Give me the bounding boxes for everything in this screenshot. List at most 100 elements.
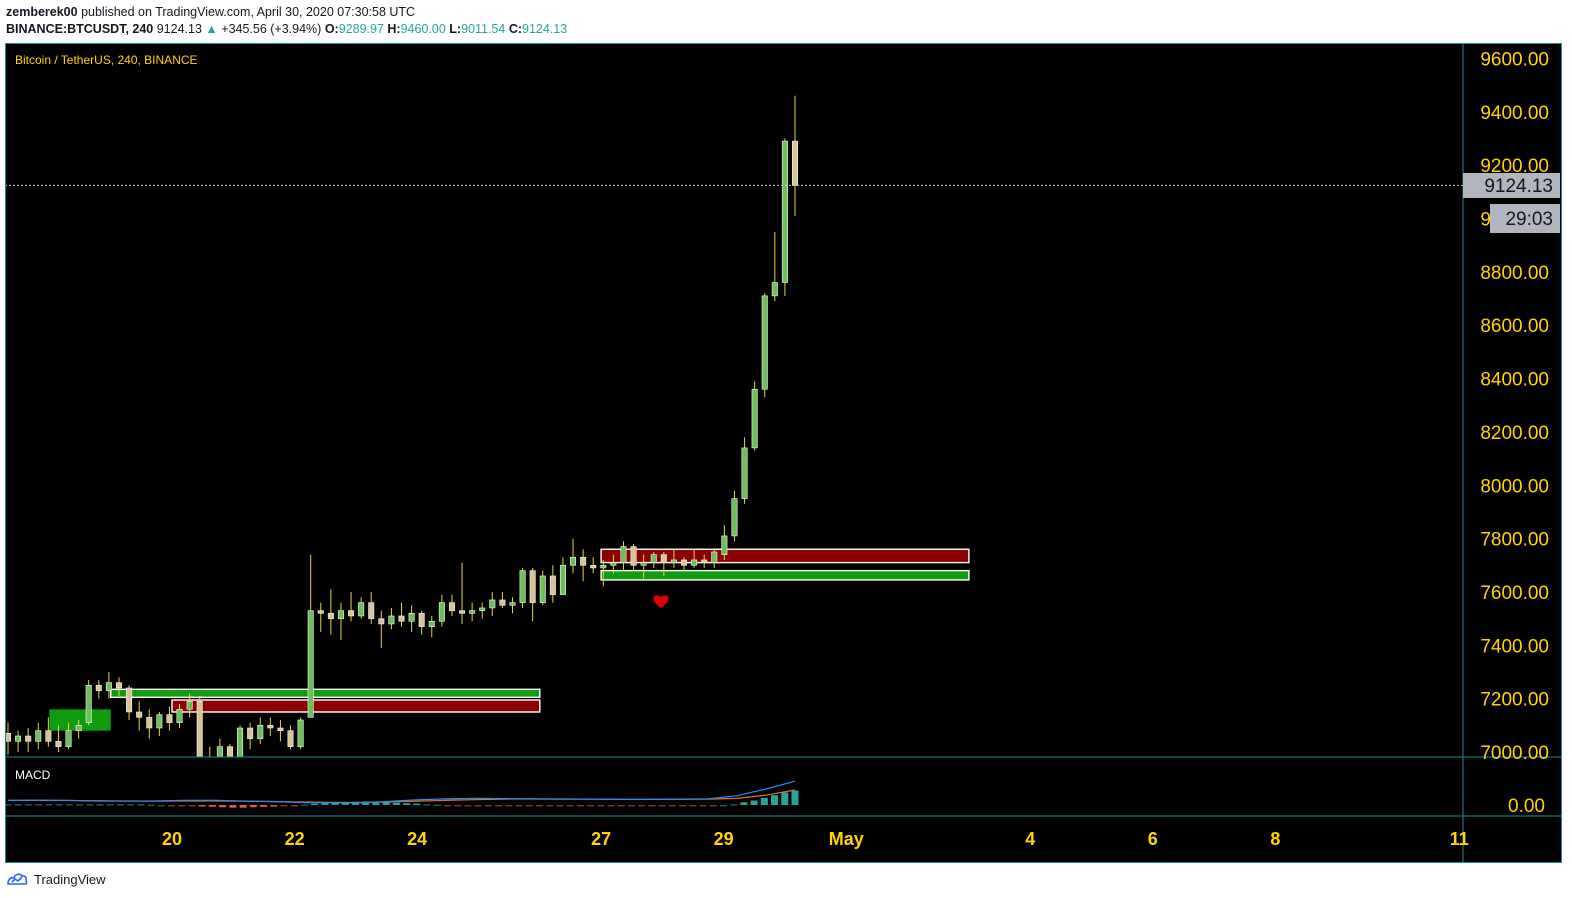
macd-histogram-bar bbox=[546, 805, 554, 807]
candle bbox=[529, 567, 536, 622]
macd-histogram-bar bbox=[24, 804, 32, 806]
candle-body bbox=[257, 725, 264, 739]
candle-body bbox=[115, 682, 122, 689]
candle bbox=[670, 549, 677, 568]
candle bbox=[408, 605, 415, 632]
candle bbox=[297, 717, 304, 750]
high-value: 9460.00 bbox=[400, 22, 446, 36]
candle bbox=[731, 490, 738, 542]
candle bbox=[761, 293, 768, 398]
macd-histogram-bar bbox=[597, 805, 605, 807]
candle-body bbox=[337, 610, 344, 619]
time-axis[interactable]: 20 22 24 27 29 May 4 6 8 11 bbox=[162, 829, 1469, 849]
candle bbox=[196, 695, 203, 757]
candle bbox=[35, 722, 42, 750]
macd-tick-label: 0.00 bbox=[1508, 796, 1545, 817]
candle bbox=[448, 594, 455, 616]
macd-histogram-bar bbox=[525, 805, 533, 807]
chart-canvas[interactable]: Bitcoin / TetherUS, 240, BINANCE MACD 70… bbox=[5, 43, 1562, 863]
candle bbox=[499, 591, 506, 608]
candle bbox=[630, 543, 637, 571]
candle bbox=[580, 549, 587, 582]
tradingview-logo-icon bbox=[7, 873, 28, 885]
candle bbox=[519, 567, 526, 608]
time-tick-label: 20 bbox=[162, 829, 182, 849]
publisher-username[interactable]: zemberek00 bbox=[6, 5, 78, 19]
candle-body bbox=[590, 564, 597, 569]
macd-histogram-bar bbox=[229, 805, 237, 808]
time-tick-label: 27 bbox=[591, 829, 611, 849]
candle bbox=[156, 711, 163, 736]
tradingview-brand[interactable]: TradingView bbox=[34, 871, 106, 887]
macd-histogram-bar bbox=[638, 805, 646, 807]
countdown-tag: 29:03 bbox=[1505, 209, 1553, 230]
candle bbox=[166, 706, 173, 731]
macd-histogram-bar bbox=[280, 805, 288, 807]
macd-histogram-bar bbox=[157, 805, 165, 807]
macd-histogram-bar bbox=[249, 805, 257, 808]
macd-histogram-bar bbox=[362, 801, 370, 805]
candle-body bbox=[327, 612, 334, 619]
candle bbox=[438, 594, 445, 627]
zone-demand-2 bbox=[109, 688, 541, 699]
candle bbox=[337, 602, 344, 640]
publish-info: zemberek00 published on TradingView.com,… bbox=[6, 4, 415, 21]
macd-histogram-bar bbox=[260, 805, 268, 807]
candle bbox=[115, 677, 122, 696]
candle-body bbox=[398, 615, 405, 622]
candle bbox=[257, 717, 264, 744]
price-tick-label: 9400.00 bbox=[1480, 103, 1549, 124]
candle bbox=[791, 95, 798, 216]
time-tick-label: 8 bbox=[1270, 829, 1280, 849]
candle-body bbox=[459, 610, 466, 614]
candle bbox=[45, 717, 52, 747]
candle-body bbox=[681, 559, 688, 566]
macd-histogram-bar bbox=[719, 805, 727, 807]
candle-body bbox=[358, 602, 365, 617]
candle-body bbox=[529, 570, 536, 603]
macd-histogram-bar bbox=[178, 805, 186, 807]
macd-histogram-bar bbox=[556, 805, 564, 807]
price-axis[interactable]: 7000.00 7200.00 7400.00 7600.00 7800.00 8000.… bbox=[1480, 49, 1549, 817]
candle-body bbox=[25, 735, 32, 742]
last-price-tag: 9124.13 bbox=[1484, 176, 1553, 197]
candle-body bbox=[287, 730, 294, 747]
candle-body bbox=[166, 714, 173, 723]
macd-histogram-bar bbox=[116, 804, 124, 806]
macd-histogram-bar bbox=[791, 790, 799, 805]
price-tick-label: 7400.00 bbox=[1480, 636, 1549, 657]
candle-body bbox=[650, 554, 657, 563]
candle bbox=[741, 437, 748, 504]
candle bbox=[398, 602, 405, 627]
candle-body bbox=[630, 546, 637, 566]
macd-histogram-bar bbox=[86, 804, 94, 806]
candle bbox=[277, 719, 284, 742]
candle bbox=[307, 554, 314, 718]
macd-histogram-bar bbox=[219, 805, 227, 808]
candle-body bbox=[45, 730, 52, 742]
price-tags: 9124.13 29:03 bbox=[1463, 173, 1560, 233]
close-value: 9124.13 bbox=[522, 22, 568, 36]
last-price: 9124.13 bbox=[156, 22, 202, 36]
candle bbox=[469, 602, 476, 622]
candle-body bbox=[570, 556, 577, 566]
open-value: 9289.97 bbox=[338, 22, 384, 36]
macd-histogram-bar bbox=[35, 804, 43, 806]
time-tick-label: 6 bbox=[1148, 829, 1158, 849]
chart-area[interactable]: Bitcoin / TetherUS, 240, BINANCE MACD 70… bbox=[5, 43, 1562, 863]
candle bbox=[15, 730, 22, 752]
last-price-tag-bg bbox=[1463, 173, 1560, 198]
candle bbox=[559, 557, 566, 595]
price-tick-label: 7000.00 bbox=[1480, 743, 1549, 764]
candle-body bbox=[711, 551, 718, 563]
price-tick-label: 8400.00 bbox=[1480, 370, 1549, 391]
macd-histogram-bar bbox=[96, 804, 104, 806]
macd-histogram-bar bbox=[14, 804, 22, 806]
candle bbox=[287, 725, 294, 750]
macd-histogram-bar bbox=[607, 805, 615, 807]
candle bbox=[378, 610, 385, 648]
macd-histogram-bar bbox=[760, 797, 768, 805]
candle-body bbox=[297, 719, 304, 747]
candle-body bbox=[247, 727, 254, 739]
low-value: 9011.54 bbox=[461, 22, 506, 36]
